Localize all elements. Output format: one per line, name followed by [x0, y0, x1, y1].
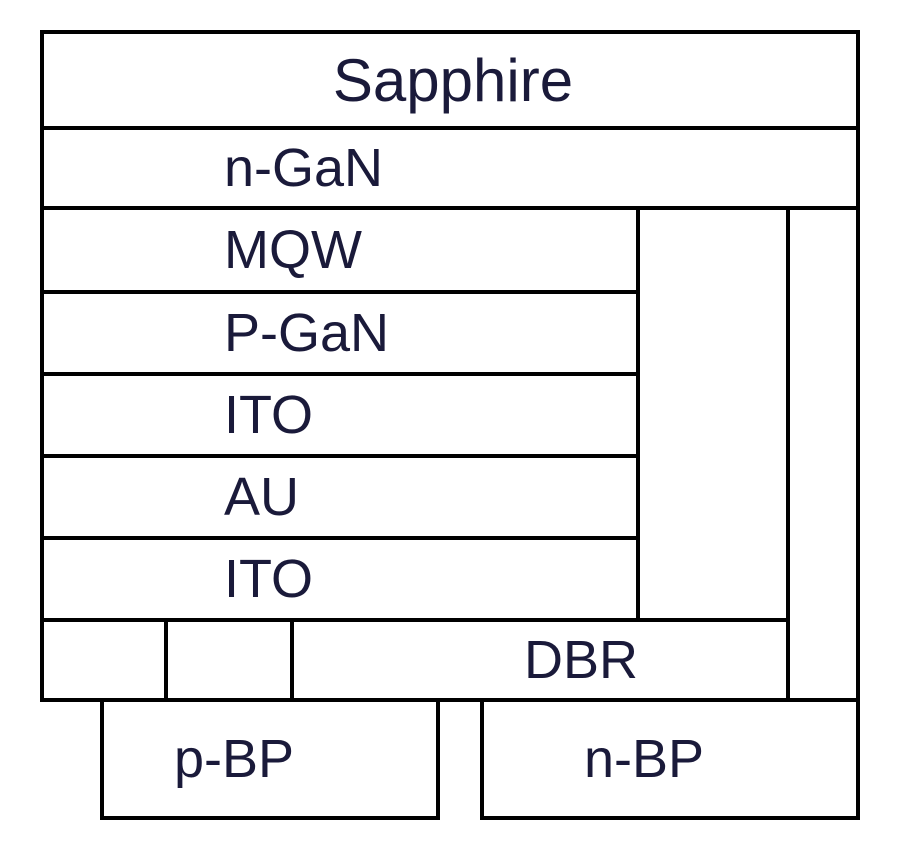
layer-mqw: MQW — [40, 206, 640, 294]
layer-right-column — [786, 206, 860, 702]
layer-dbr-main: DBR — [290, 618, 790, 702]
layer-sapphire: Sapphire — [40, 30, 860, 130]
layer-au: AU — [40, 454, 640, 540]
label-dbr: DBR — [524, 629, 638, 691]
layer-stack-diagram: Sapphire n-GaN MQW P-GaN ITO AU ITO DBR … — [40, 30, 860, 830]
layer-dbr-left-block — [40, 618, 168, 702]
layer-n-gan: n-GaN — [40, 126, 860, 210]
layer-n-bp: n-BP — [480, 698, 860, 820]
layer-p-bp: p-BP — [100, 698, 440, 820]
label-sapphire: Sapphire — [44, 46, 856, 115]
layer-ito-2: ITO — [40, 536, 640, 622]
label-n-bp: n-BP — [584, 728, 704, 790]
label-ito-1: ITO — [224, 384, 313, 446]
label-p-bp: p-BP — [174, 728, 294, 790]
layer-ito-1: ITO — [40, 372, 640, 458]
label-n-gan: n-GaN — [224, 137, 383, 199]
label-mqw: MQW — [224, 219, 362, 281]
layer-p-gan: P-GaN — [40, 290, 640, 376]
label-p-gan: P-GaN — [224, 302, 389, 364]
label-au: AU — [224, 466, 299, 528]
label-ito-2: ITO — [224, 548, 313, 610]
